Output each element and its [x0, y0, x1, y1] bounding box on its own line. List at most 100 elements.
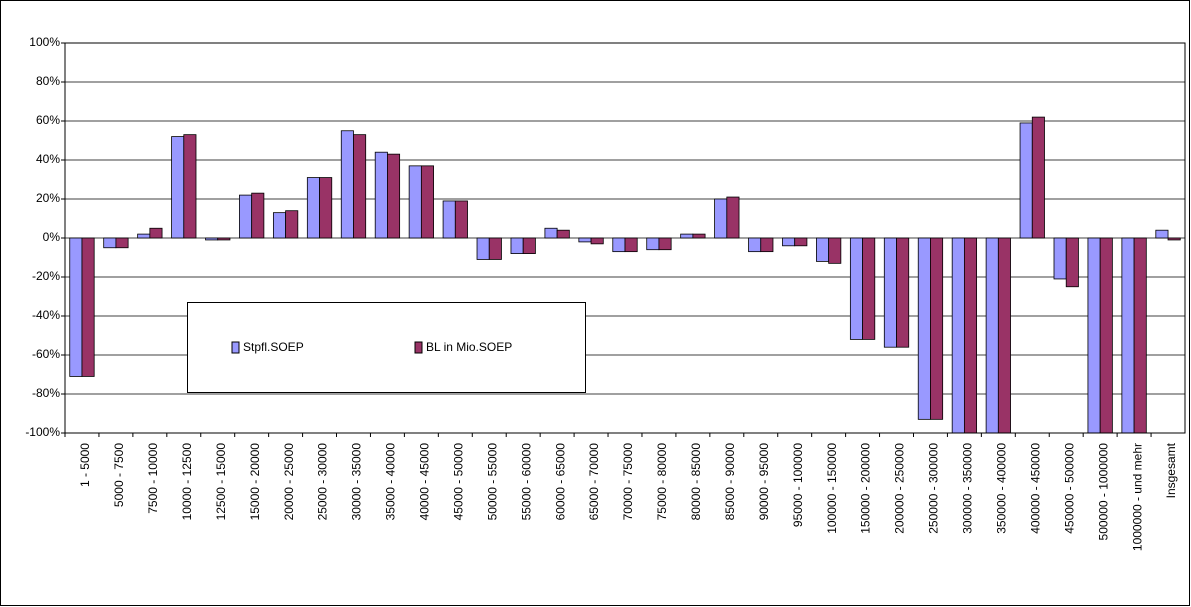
- y-tick-label: 60%: [36, 113, 60, 127]
- bar: [624, 237, 638, 253]
- x-tick-label: 55000 - 60000: [519, 443, 533, 521]
- y-tick-label: 40%: [36, 152, 60, 166]
- bar: [646, 237, 660, 251]
- x-tick-label: 12500 - 15000: [214, 443, 228, 521]
- bar: [1167, 237, 1181, 241]
- bar: [849, 237, 863, 340]
- bar: [319, 177, 333, 239]
- bar: [285, 210, 299, 239]
- bar: [862, 237, 876, 340]
- x-tick-label: 500000 - 1000000: [1096, 443, 1110, 541]
- bar: [408, 165, 422, 239]
- bar: [239, 194, 253, 239]
- bar: [556, 229, 570, 239]
- bar: [1031, 116, 1045, 239]
- y-tick-label: -80%: [32, 386, 60, 400]
- x-tick-label: 250000 - 300000: [927, 443, 941, 534]
- bar: [1155, 229, 1169, 239]
- x-tick-label: 150000 - 200000: [859, 443, 873, 534]
- x-tick-label: 7500 - 10000: [146, 443, 160, 514]
- x-tick-label: 45000 - 50000: [451, 443, 465, 521]
- bar: [828, 237, 842, 264]
- bar: [1087, 237, 1101, 434]
- x-tick-label: 1 - 5000: [78, 443, 92, 487]
- x-tick-label: 450000 - 500000: [1062, 443, 1076, 534]
- bar: [692, 233, 706, 239]
- bar: [171, 136, 185, 239]
- x-tick-label: Insgesamt: [1164, 442, 1178, 498]
- x-tick-label: 85000 - 90000: [723, 443, 737, 521]
- x-tick-label: 90000 - 95000: [757, 443, 771, 521]
- x-tick-label: 15000 - 20000: [248, 443, 262, 521]
- bar: [340, 130, 354, 239]
- bar: [306, 177, 320, 239]
- bar: [103, 237, 117, 249]
- bar: [251, 192, 265, 239]
- x-tick-label: 20000 - 25000: [282, 443, 296, 521]
- bar: [149, 227, 163, 239]
- bar: [488, 237, 502, 260]
- bar: [1065, 237, 1079, 288]
- bar: [896, 237, 910, 348]
- x-tick-label: 30000 - 35000: [350, 443, 364, 521]
- bar: [1133, 237, 1147, 434]
- legend-swatch: [231, 341, 240, 354]
- y-tick-label: -100%: [25, 425, 60, 439]
- bar: [1099, 237, 1113, 434]
- x-tick-label: 350000 - 400000: [995, 443, 1009, 534]
- y-tick-label: 0%: [43, 230, 61, 244]
- bar: [1053, 237, 1067, 280]
- bar: [680, 233, 694, 239]
- bar: [883, 237, 897, 348]
- y-tick-label: -40%: [32, 308, 60, 322]
- bar: [726, 196, 740, 239]
- bar: [69, 237, 83, 377]
- bar: [997, 237, 1011, 434]
- bar: [590, 237, 604, 245]
- bar: [1121, 237, 1135, 434]
- plot-area: [61, 42, 1185, 437]
- plot-border: [64, 42, 1186, 434]
- bar: [476, 237, 490, 260]
- legend: [187, 302, 586, 393]
- bar: [760, 237, 774, 253]
- bar: [420, 165, 434, 239]
- x-tick-label: 70000 - 75000: [621, 443, 635, 521]
- x-tick-label: 5000 - 7500: [112, 443, 126, 507]
- y-tick-label: 20%: [36, 191, 60, 205]
- bar: [81, 237, 95, 377]
- bar: [183, 134, 197, 239]
- bar: [782, 237, 796, 247]
- bar: [454, 200, 468, 239]
- bar: [442, 200, 456, 239]
- x-tick-label: 1000000 - und mehr: [1130, 443, 1144, 551]
- bar: [387, 153, 401, 239]
- bar: [217, 237, 231, 241]
- legend-label: Stpfl.SOEP: [243, 340, 304, 354]
- bar: [714, 198, 728, 239]
- bar: [658, 237, 672, 251]
- bar: [272, 212, 287, 239]
- bar: [930, 237, 944, 420]
- bar: [205, 237, 219, 241]
- bar: [544, 227, 558, 239]
- x-tick-label: 75000 - 80000: [655, 443, 669, 521]
- x-tick-label: 95000 - 100000: [791, 443, 805, 527]
- x-tick-label: 10000 - 12500: [180, 443, 194, 521]
- bar: [1019, 122, 1033, 239]
- bar: [963, 237, 978, 434]
- x-tick-label: 60000 - 65000: [553, 443, 567, 521]
- x-tick-label: 300000 - 350000: [961, 443, 975, 534]
- bar: [510, 237, 524, 254]
- bar: [137, 233, 151, 239]
- bar: [794, 237, 808, 247]
- x-tick-label: 80000 - 85000: [689, 443, 703, 521]
- x-tick-label: 25000 - 30000: [316, 443, 330, 521]
- bar: [374, 151, 388, 239]
- x-tick-label: 50000 - 55000: [485, 443, 499, 521]
- bar: [522, 237, 536, 254]
- legend-swatch: [414, 341, 423, 354]
- bar: [816, 237, 830, 262]
- bar: [612, 237, 626, 253]
